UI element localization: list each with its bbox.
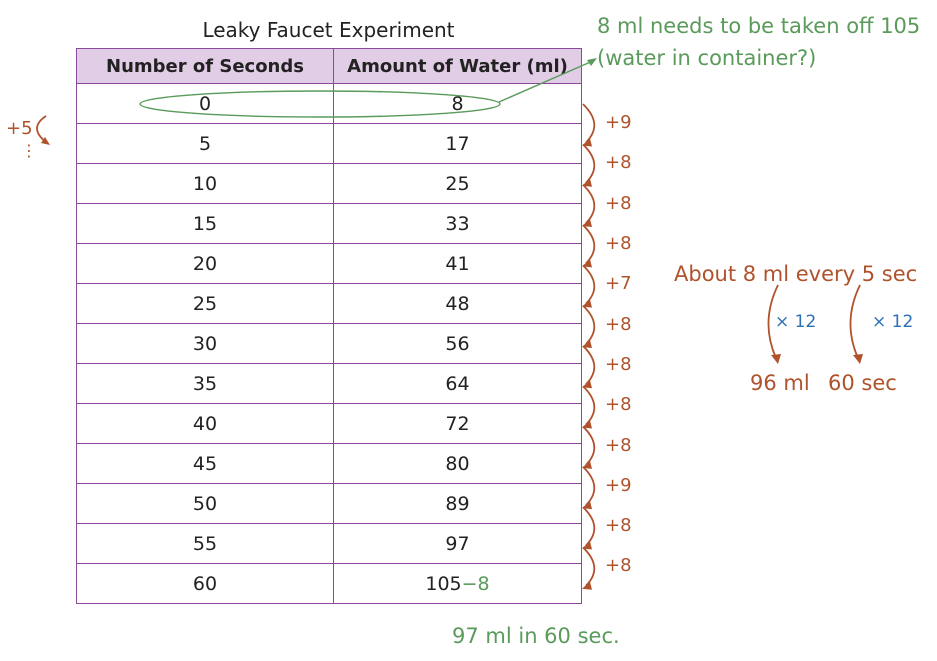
difference-label: +8	[605, 354, 632, 375]
rate-arrow-right	[850, 285, 860, 358]
difference-arrow	[583, 185, 594, 223]
difference-label: +8	[605, 314, 632, 335]
bottom-note: 97 ml in 60 sec.	[452, 624, 620, 648]
difference-arrow	[583, 225, 594, 263]
difference-arrow	[583, 547, 594, 585]
rate-arrowhead-right	[853, 354, 863, 364]
difference-label: +8	[605, 515, 632, 536]
difference-label: +9	[605, 475, 632, 496]
difference-arrow	[583, 104, 594, 142]
difference-arrow	[583, 507, 594, 545]
difference-arrow	[583, 427, 594, 465]
top-note: 8 ml needs to be taken off 105 (water in…	[597, 10, 927, 74]
difference-arrow	[583, 265, 594, 303]
multiplier-left: × 12	[775, 312, 816, 332]
difference-label: +7	[605, 273, 632, 294]
difference-arrow	[583, 144, 594, 182]
difference-arrow	[583, 346, 594, 384]
difference-label: +8	[605, 193, 632, 214]
difference-label: +8	[605, 233, 632, 254]
difference-label: +8	[605, 394, 632, 415]
difference-label: +8	[605, 435, 632, 456]
note-arrow-line	[499, 60, 595, 102]
highlight-ellipse	[140, 91, 500, 117]
difference-label: +8	[605, 555, 632, 576]
result-ml: 96 ml	[750, 371, 810, 395]
rate-note: About 8 ml every 5 sec	[674, 262, 917, 286]
difference-arrow	[583, 467, 594, 505]
note-arrow-head	[587, 58, 597, 66]
difference-arrowhead	[582, 582, 592, 590]
difference-arrow	[583, 306, 594, 344]
difference-label: +9	[605, 112, 632, 133]
multiplier-right: × 12	[872, 312, 913, 332]
difference-label: +8	[605, 152, 632, 173]
difference-arrow	[583, 386, 594, 424]
rate-arrowhead-left	[771, 354, 781, 364]
left-dots: ⋮	[21, 146, 37, 155]
difference-arrows	[582, 104, 594, 590]
result-sec: 60 sec	[828, 371, 897, 395]
left-step-label: +5	[6, 118, 33, 139]
